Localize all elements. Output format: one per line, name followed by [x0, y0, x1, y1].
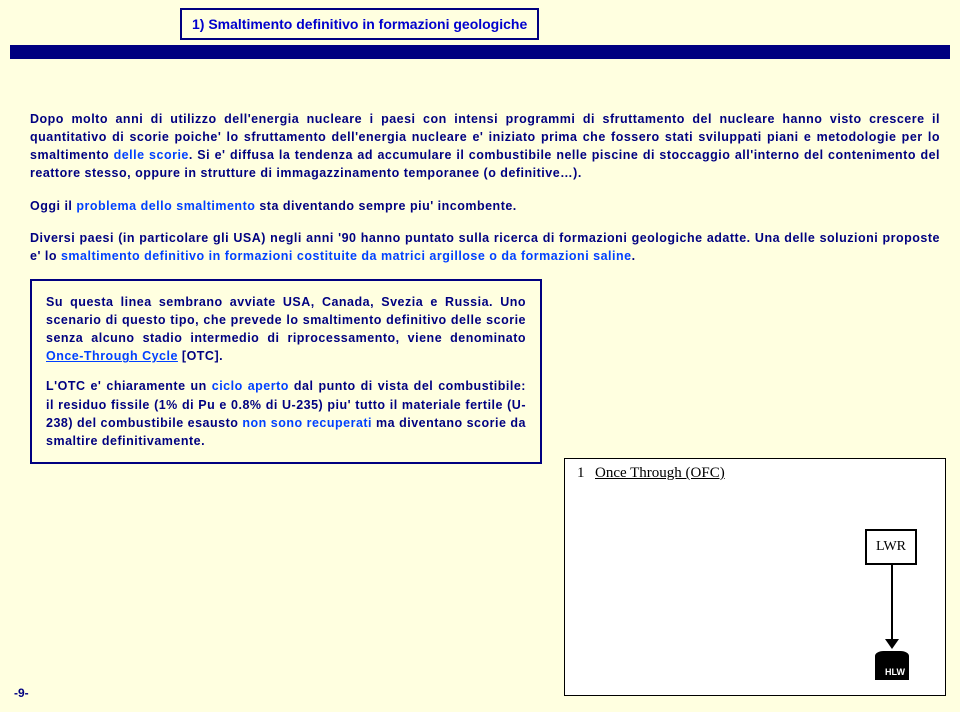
paragraph-1: Dopo molto anni di utilizzo dell'energia…: [30, 110, 940, 183]
lwr-label: LWR: [876, 539, 906, 554]
p2-text-a: Oggi il: [30, 199, 76, 213]
p2-link: problema dello smaltimento: [76, 199, 255, 213]
page-number-text: -9-: [14, 686, 29, 700]
lwr-box: LWR: [865, 529, 917, 565]
header-bar: [10, 45, 950, 59]
paragraph-2: Oggi il problema dello smaltimento sta d…: [30, 197, 940, 215]
paragraph-3: Diversi paesi (in particolare gli USA) n…: [30, 229, 940, 265]
diagram-title: Once Through (OFC): [595, 465, 725, 482]
callout-box: Su questa linea sembrano avviate USA, Ca…: [30, 279, 542, 464]
p2-text-c: sta diventando sempre piu' incombente.: [255, 199, 516, 213]
hlw-label: HLW: [885, 667, 905, 677]
page-number: -9-: [14, 686, 29, 700]
b1-link: Once-Through Cycle: [46, 349, 178, 363]
document-title-box: 1) Smaltimento definitivo in formazioni …: [180, 8, 539, 40]
document-title: 1) Smaltimento definitivo in formazioni …: [192, 16, 527, 32]
box-paragraph-2: L'OTC e' chiaramente un ciclo aperto dal…: [46, 377, 526, 450]
box-paragraph-1: Su questa linea sembrano avviate USA, Ca…: [46, 293, 526, 366]
p3-text-c: .: [632, 249, 636, 263]
otc-diagram: 1 Once Through (OFC) LWR HLW: [564, 458, 946, 696]
flow-arrow-head-icon: [885, 639, 899, 649]
p3-link: smaltimento definitivo in formazioni cos…: [61, 249, 632, 263]
b2-link-2: non sono recuperati: [242, 416, 372, 430]
b2-text-a: L'OTC e' chiaramente un: [46, 379, 212, 393]
diagram-number: 1: [577, 465, 585, 482]
flow-arrow-line: [891, 563, 893, 641]
p1-link: delle scorie: [114, 148, 189, 162]
b1-text-a: Su questa linea sembrano avviate USA, Ca…: [46, 295, 526, 345]
b1-text-c: [OTC].: [178, 349, 223, 363]
b2-link-1: ciclo aperto: [212, 379, 289, 393]
document-body: Dopo molto anni di utilizzo dell'energia…: [0, 40, 960, 464]
